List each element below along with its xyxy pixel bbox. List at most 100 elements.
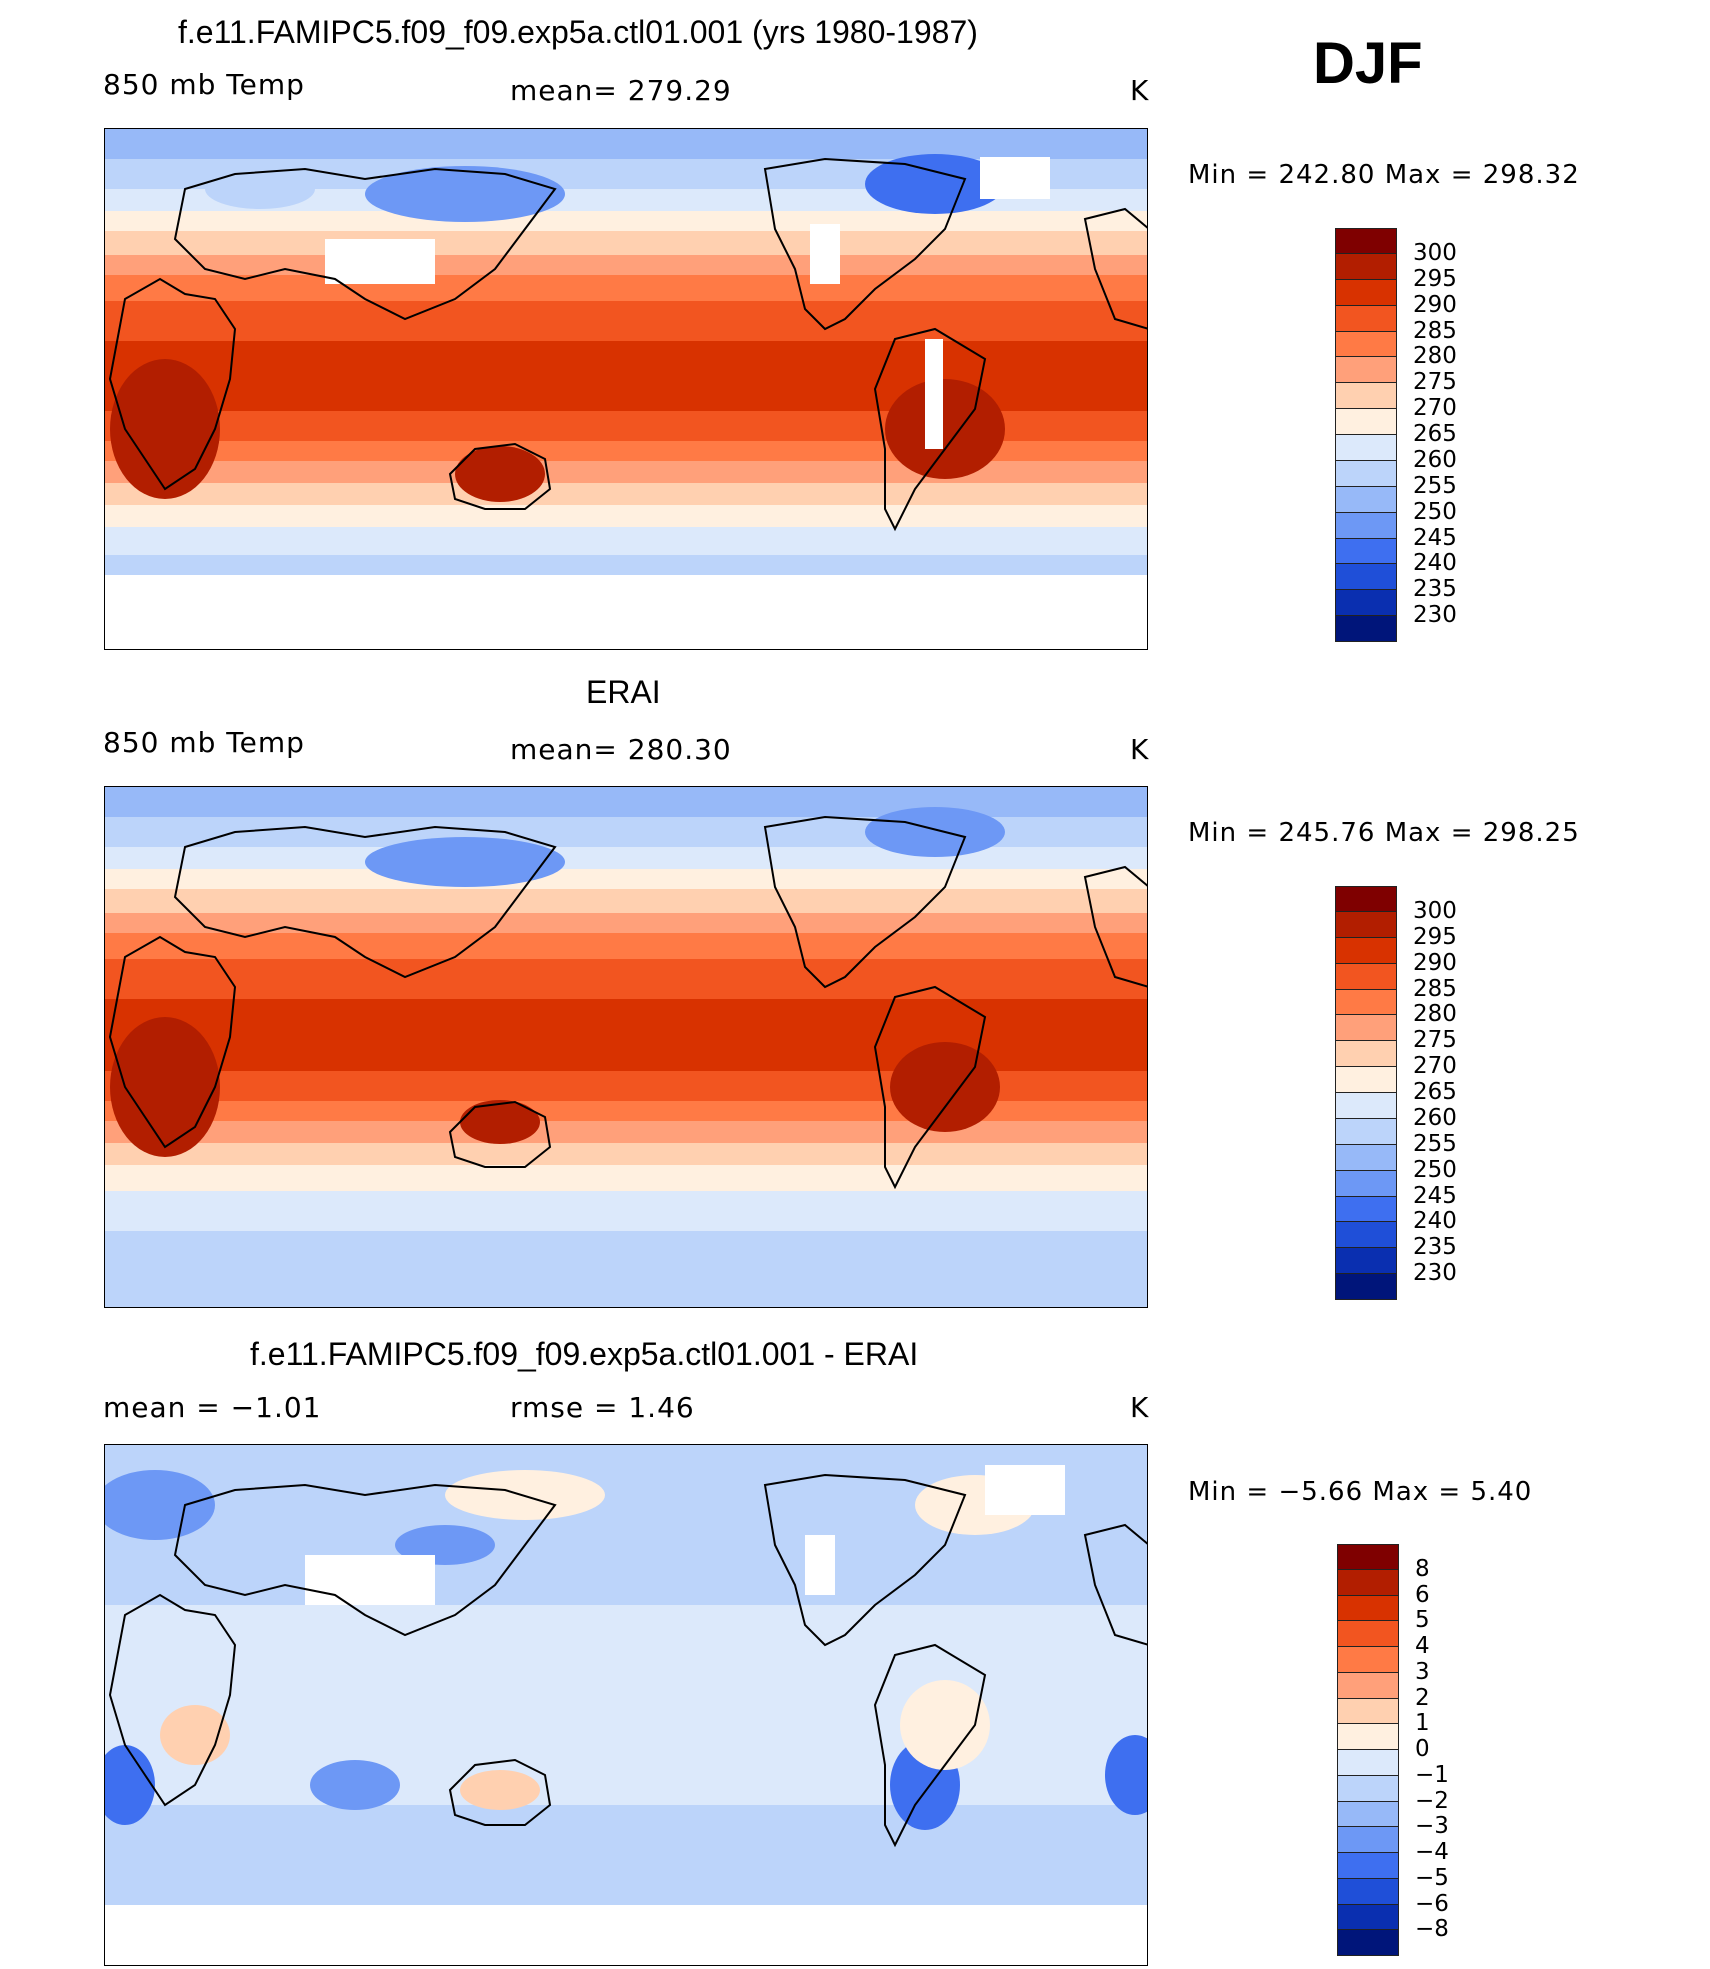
band [105,211,1147,231]
band [105,255,1147,275]
warm-anomaly [160,1705,230,1765]
africa-warm [110,359,220,499]
colorbar-swatch [1335,1170,1397,1197]
colorbar-tick-label: 235 [1413,576,1457,603]
colorbar-tick-label: 6 [1415,1581,1430,1608]
colorbar-swatch [1335,253,1397,280]
colorbar-swatch [1335,989,1397,1016]
colorbar-swatch [1337,1647,1399,1673]
colorbar-tick-label: 230 [1413,602,1457,629]
colorbar-tick-label: 245 [1413,1182,1457,1209]
band [105,913,1147,933]
colorbar-tick-label: 300 [1413,897,1457,924]
colorbar-tick-label: 250 [1413,1156,1457,1183]
rmse-label: rmse = 1.46 [510,1391,695,1424]
colorbar-tick-label: 275 [1413,1027,1457,1054]
colorbar-swatch [1335,486,1397,513]
band [105,1191,1147,1231]
minmax-label: Min = 245.76 Max = 298.25 [1188,818,1580,848]
australia-warm [460,1100,540,1144]
colorbar-swatch [1335,1144,1397,1171]
colorbar-tick-label: 300 [1413,239,1457,266]
colorbar-swatch [1335,886,1397,912]
colorbar-tick-label: 8 [1415,1555,1430,1582]
units-label: K [1130,1391,1150,1424]
cold-anomaly [1105,1735,1147,1815]
eurasia-coast [173,1483,557,1637]
variable-label: 850 mb Temp [103,68,305,101]
colorbar-tick-label: 285 [1413,317,1457,344]
colorbar-tick-label: 235 [1413,1234,1457,1261]
band [105,1143,1147,1165]
temperature-field-model [105,129,1147,649]
colorbar-tick-label: 280 [1413,343,1457,370]
colorbar-tick-label: 260 [1413,446,1457,473]
colorbar-swatch [1335,279,1397,306]
cold-anomaly [105,1470,215,1540]
units-label: K [1130,733,1150,766]
band [105,1101,1147,1121]
band [105,301,1147,341]
africa-coast [108,1593,237,1807]
antarctica-mask [105,1905,1147,1965]
colorbar-swatch [1335,435,1397,461]
coastlines [108,1473,1147,1848]
colorbar-tick-label: 275 [1413,369,1457,396]
colorbar-swatch [1335,357,1397,384]
band [105,441,1147,461]
colorbar-tick-label: 0 [1415,1736,1430,1762]
australia-coast [448,1100,552,1168]
eurasia-coast [173,167,557,321]
australia-coast [448,442,552,510]
band [105,959,1147,999]
colorbar-tick-label: 250 [1413,498,1457,525]
samerica-warm [885,379,1005,479]
colorbar-swatch [1337,1698,1399,1725]
colorbar-swatch [1335,937,1397,964]
colorbar-tick-label: −2 [1415,1787,1449,1814]
colorbar-tick-label: −6 [1415,1890,1449,1917]
colorbar-swatch [1335,1015,1397,1042]
band [105,483,1147,505]
colorbar-swatch [1335,1093,1397,1119]
colorbar-swatch [1337,1724,1399,1750]
samerica-warm [890,1042,1000,1132]
colorbar-tick-label: 3 [1415,1658,1430,1685]
colorbar-swatch [1335,564,1397,591]
colorbar-swatch [1337,1595,1399,1622]
samerica-coast [873,327,987,532]
colorbar-tick-label: −3 [1415,1813,1449,1840]
band [105,933,1147,959]
samerica-coast [873,985,987,1190]
masked-region [325,239,435,284]
colorbar-swatch [1335,911,1397,938]
colorbar-swatch [1337,1569,1399,1596]
map-model [104,128,1148,650]
colorbar-swatch [1337,1621,1399,1647]
australia-warm [455,446,545,502]
band [105,889,1147,913]
colorbar-swatch [1335,409,1397,435]
colorbar-swatch [1335,616,1397,642]
colorbar-tick-label: 240 [1413,1208,1457,1235]
colorbar-swatch [1335,963,1397,990]
colorbar-swatch [1335,1067,1397,1093]
colorbar-swatch [1335,1248,1397,1275]
colorbar-tick-label: 1 [1415,1710,1430,1737]
masked-region [985,1465,1065,1515]
band [105,999,1147,1071]
colorbar-tick-label: 295 [1413,265,1457,292]
colorbar-frame [1335,886,1397,1300]
colorbar-swatch [1335,512,1397,539]
colorbar-tick-label: 4 [1415,1633,1430,1659]
mean-label: mean= 280.30 [510,733,732,766]
variable-label: 850 mb Temp [103,726,305,759]
masked-region [805,1535,835,1595]
colorbar-swatch [1335,1222,1397,1249]
europe-cold [205,169,315,209]
eurasia-coast [173,825,557,979]
colorbar-frame [1337,1544,1399,1956]
warm-anomaly [460,1770,540,1810]
tropics-band [105,1605,1147,1805]
colorbar-swatch [1337,1853,1399,1879]
